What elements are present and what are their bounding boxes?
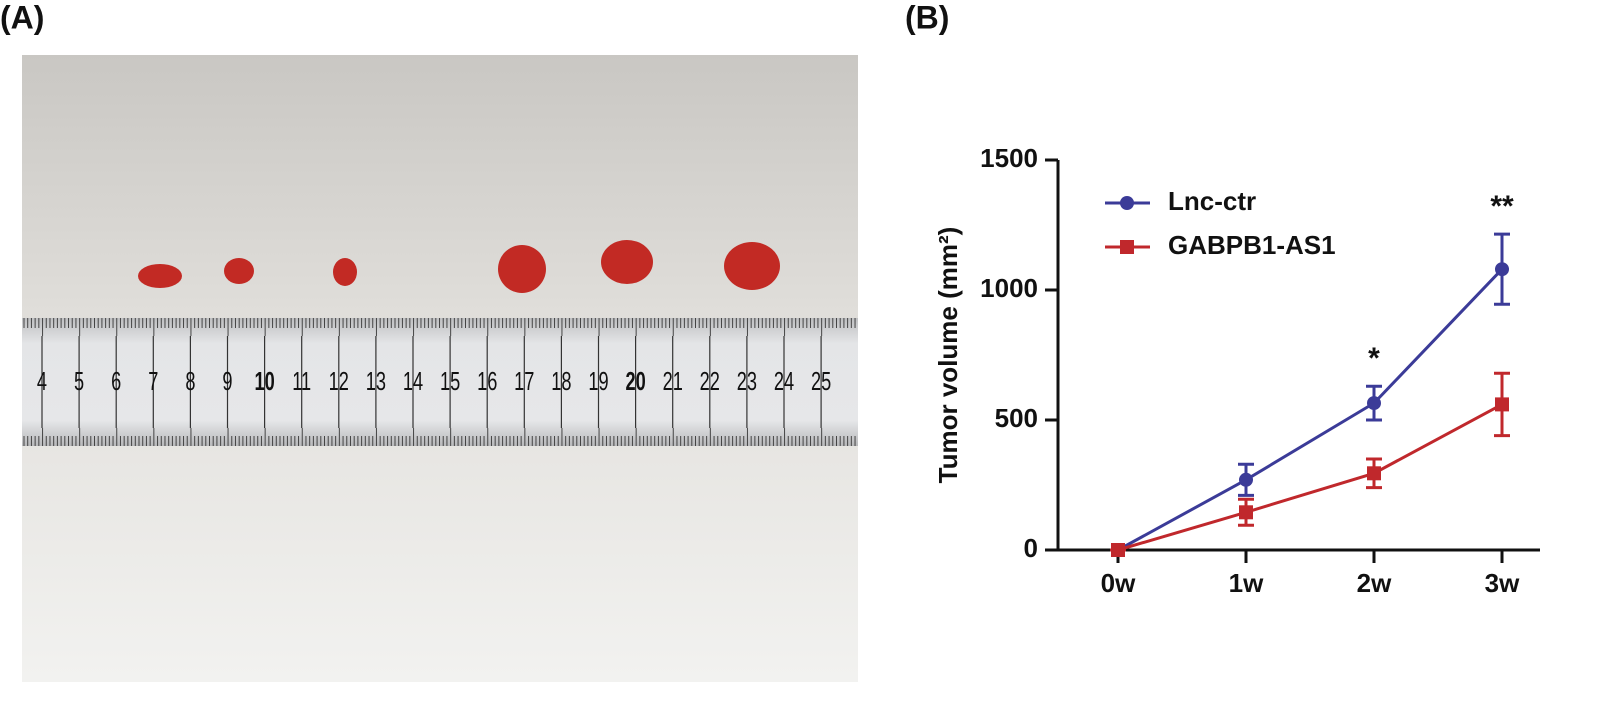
series-line	[1117, 268, 1504, 552]
tumors	[138, 240, 780, 293]
ruler-label: 8	[185, 367, 195, 396]
marker	[1495, 262, 1509, 277]
legend-label: Lnc-ctr	[1168, 186, 1256, 216]
ruler-label: 16	[477, 367, 497, 396]
legend-label: GABPB1-AS1	[1168, 230, 1336, 260]
ruler-label: 13	[366, 367, 386, 396]
panel-label: (A)	[0, 0, 44, 35]
panel-label: (B)	[905, 0, 949, 35]
marker	[1367, 396, 1381, 411]
marker	[1111, 543, 1125, 557]
ruler-label: 10	[254, 367, 274, 396]
ruler-label: 20	[625, 367, 645, 396]
marker	[1239, 505, 1253, 520]
ruler-label: 17	[514, 367, 534, 396]
ruler-label: 9	[222, 367, 232, 396]
marker	[1120, 196, 1134, 210]
x-tick-label: 3w	[1485, 568, 1520, 598]
marker	[1120, 240, 1134, 254]
ruler-label: 14	[403, 367, 423, 396]
ruler-scale: 4 5 6 7 8 9 10 11 12 13 14 15 16 17 18 19 20 21 22 23 24 25	[23, 318, 856, 446]
marker	[1495, 397, 1509, 412]
ruler-label: 4	[37, 367, 47, 396]
ruler-label: 6	[111, 367, 121, 396]
y-axis-label: Tumor volume (mm²)	[933, 227, 963, 484]
y-tick-label: 1000	[980, 273, 1038, 303]
x-tick-label: 1w	[1229, 568, 1264, 598]
series-line	[1117, 403, 1503, 552]
ruler-label: 23	[737, 367, 757, 396]
marker	[1239, 472, 1253, 487]
photo: 4 5 6 7 8 9 10 11 12 13 14 15 16 17 18 19 20 21 22 23 24 25	[22, 55, 858, 682]
marker	[1367, 466, 1381, 481]
x-tick-label: 0w	[1101, 568, 1136, 598]
significance-label: **	[1490, 190, 1514, 223]
ruler	[22, 318, 858, 446]
ruler-label: 11	[292, 367, 311, 396]
ruler-label: 19	[588, 367, 608, 396]
chart: 0 500 1000 1500 0w 1w 2w 3w Tumor volume (mm²) Ln…	[933, 143, 1540, 598]
y-tick-label: 1500	[980, 143, 1038, 173]
y-tick-label: 0	[1024, 533, 1038, 563]
ruler-label: 15	[440, 367, 460, 396]
significance-label: *	[1368, 342, 1380, 375]
ruler-label: 7	[148, 367, 158, 396]
ruler-label: 5	[74, 367, 84, 396]
x-tick-label: 2w	[1357, 568, 1392, 598]
ruler-label: 12	[329, 367, 349, 396]
ruler-label: 18	[551, 367, 571, 396]
ruler-label: 22	[700, 367, 720, 396]
y-tick-label: 500	[995, 403, 1038, 433]
ruler-label: 25	[811, 367, 831, 396]
ruler-label: 24	[774, 367, 794, 396]
ruler-label: 21	[663, 367, 683, 396]
